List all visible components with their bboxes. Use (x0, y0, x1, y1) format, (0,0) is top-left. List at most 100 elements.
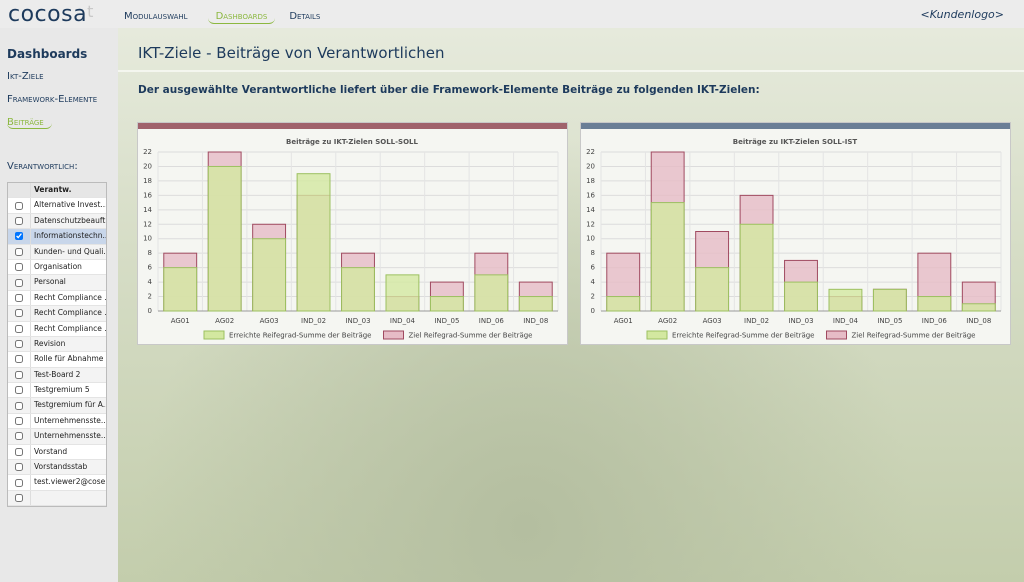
checkbox[interactable] (15, 293, 23, 302)
y-tick-label: 8 (148, 249, 152, 257)
bar (207, 165, 242, 312)
checkbox[interactable] (15, 478, 23, 487)
list-item[interactable]: Kunden- und Quali... (34, 246, 106, 256)
checkbox[interactable] (15, 386, 23, 395)
cell (8, 275, 31, 290)
legend-swatch (203, 330, 225, 340)
customer-logo: <Kundenlogo> (920, 8, 1004, 21)
x-tick-label: IND_05 (434, 317, 459, 325)
bar (518, 296, 553, 312)
list-row (8, 490, 106, 507)
bar (385, 274, 420, 312)
x-tick-label: IND_08 (966, 317, 991, 325)
y-tick-label: 16 (586, 191, 595, 199)
list-item[interactable]: Recht Compliance ... (34, 308, 106, 318)
cell (8, 183, 31, 198)
list-item[interactable]: Vorstandsstab (34, 462, 88, 472)
checkbox[interactable] (15, 201, 23, 210)
list-header[interactable]: Verantw. (34, 185, 72, 194)
legend-swatch (646, 330, 668, 340)
checkbox[interactable] (15, 370, 23, 379)
chart-header (138, 123, 567, 129)
list-item[interactable]: test.viewer2@cose... (34, 477, 106, 487)
legend-label: Ziel Reifegrad-Summe der Beiträge (852, 332, 976, 340)
checkbox[interactable] (15, 216, 23, 225)
list-row: Recht Compliance ... (8, 306, 106, 322)
list-item[interactable]: Alternative Invest... (34, 200, 106, 210)
cell (8, 398, 31, 413)
y-tick-label: 0 (591, 307, 595, 315)
checkbox[interactable] (15, 263, 23, 272)
checkbox[interactable] (15, 340, 23, 349)
x-tick-label: AG03 (703, 317, 722, 325)
list-row: Informationstechn... (8, 229, 106, 245)
x-tick-label: IND_03 (788, 317, 813, 325)
nav-item[interactable]: Dashboards (207, 11, 276, 24)
bar (961, 303, 996, 312)
list-item[interactable]: Testgremium 5 (34, 385, 90, 395)
y-tick-label: 22 (586, 148, 595, 156)
cell (8, 229, 31, 244)
cell (8, 475, 31, 490)
list-item[interactable]: Informationstechn... (34, 231, 106, 241)
y-tick-label: 16 (143, 191, 152, 199)
checkbox[interactable] (15, 355, 23, 364)
sidebar-link[interactable]: Ikt-Ziele (7, 71, 44, 82)
list-item[interactable]: Test-Board 2 (34, 369, 81, 379)
checkbox[interactable] (15, 432, 23, 441)
bar (695, 267, 730, 312)
x-tick-label: AG01 (171, 317, 190, 325)
cell (8, 259, 31, 275)
y-tick-label: 20 (143, 162, 152, 170)
bar (163, 267, 198, 312)
list-item[interactable]: Rolle für Abnahme ... (34, 354, 106, 364)
checkbox[interactable] (15, 247, 23, 256)
checkbox[interactable] (15, 417, 23, 426)
cell (8, 444, 31, 460)
x-tick-label: IND_06 (479, 317, 505, 325)
list-row: Revision (8, 336, 106, 353)
y-tick-label: 10 (586, 235, 595, 243)
list-item[interactable]: Recht Compliance ... (34, 323, 106, 333)
x-tick-label: AG03 (260, 317, 279, 325)
list-item[interactable]: Testgremium für A... (34, 400, 106, 410)
legend-swatch (383, 330, 404, 340)
checkbox[interactable] (15, 463, 23, 472)
nav: Modulauswahl Dashboards Details (124, 11, 340, 24)
list-item[interactable]: Organisation (34, 261, 82, 271)
y-tick-label: 14 (143, 206, 152, 214)
bar (341, 267, 375, 312)
bar (739, 223, 774, 312)
list-item[interactable]: Datenschutzbeauft... (34, 215, 106, 225)
filter-label: Verantwortlich: (7, 161, 78, 172)
bar (474, 274, 509, 312)
y-tick-label: 2 (591, 293, 595, 301)
checkbox[interactable] (15, 232, 23, 241)
list-item[interactable]: Unternehmensste... (34, 415, 106, 425)
checkbox[interactable] (15, 494, 23, 502)
main-subtitle: Der ausgewählte Verantwortliche liefert … (138, 84, 760, 96)
list-item[interactable]: Vorstand (34, 446, 68, 456)
checkbox[interactable] (15, 278, 23, 287)
list-item[interactable]: Revision (34, 338, 66, 348)
list-row: Rolle für Abnahme ... (8, 352, 106, 368)
list-item[interactable]: Unternehmensste... (34, 431, 106, 441)
checkbox[interactable] (15, 309, 23, 318)
checkbox[interactable] (15, 401, 23, 410)
x-tick-label: IND_08 (523, 317, 548, 325)
list-item[interactable]: Recht Compliance ... (34, 292, 106, 302)
chart-title: Beiträge zu IKT-Zielen SOLL-IST (733, 138, 858, 146)
nav-item[interactable]: Details (289, 11, 321, 22)
legend-label: Erreichte Reifegrad-Summe der Beiträge (229, 332, 372, 340)
sidebar-link[interactable]: Beiträge (7, 117, 52, 129)
cell (8, 429, 31, 444)
divider (118, 70, 1024, 72)
checkbox[interactable] (15, 324, 23, 333)
y-tick-label: 22 (143, 148, 152, 156)
checkbox[interactable] (15, 447, 23, 456)
list-item[interactable]: Personal (34, 277, 66, 287)
nav-item[interactable]: Modulauswahl (124, 11, 188, 22)
list-row: Kunden- und Quali... (8, 244, 106, 260)
sidebar-link[interactable]: Framework-Elemente (7, 94, 98, 105)
chart-panel: Beiträge zu IKT-Zielen SOLL-IST 0 2 4 6 8 10 12… (580, 122, 1011, 345)
